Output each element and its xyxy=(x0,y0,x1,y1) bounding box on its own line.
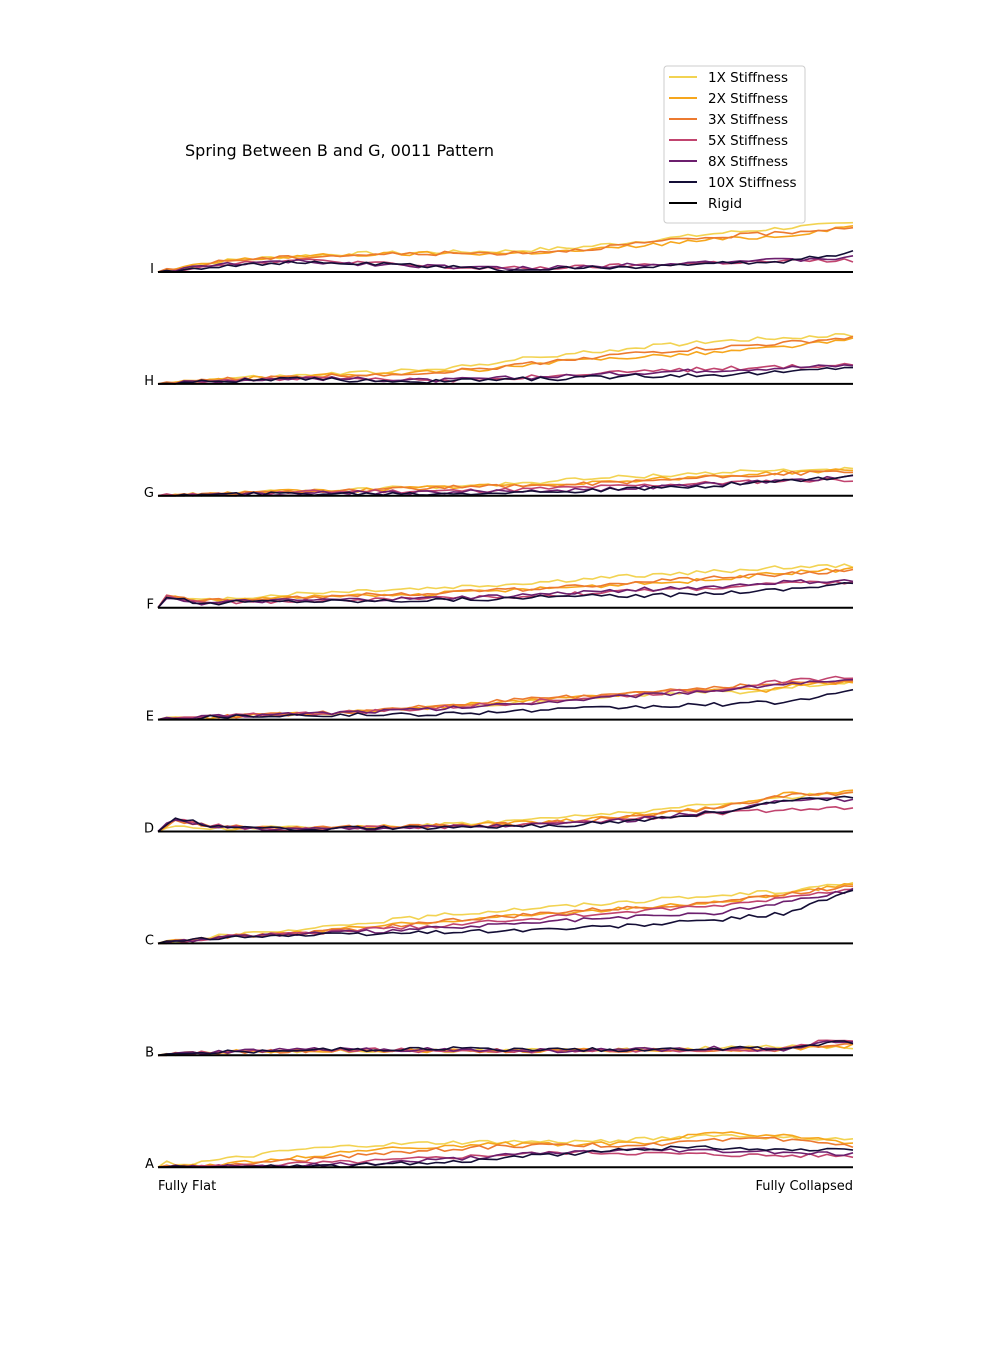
series-line-2x-stiffness-row-F xyxy=(157,566,854,609)
legend-box xyxy=(663,65,806,224)
legend-label-10x-stiffness: 10X Stiffness xyxy=(708,175,797,191)
series-line-8x-stiffness-row-E xyxy=(157,678,854,721)
series-line-10x-stiffness-row-B xyxy=(157,1040,854,1057)
series-line-10x-stiffness-row-G xyxy=(158,474,854,497)
legend-label-2x-stiffness: 2X Stiffness xyxy=(708,91,788,107)
x-start-label: Fully Flat xyxy=(158,1179,216,1194)
legend-label-1x-stiffness: 1X Stiffness xyxy=(708,70,788,86)
series-line-1x-stiffness-row-C xyxy=(157,881,854,945)
row-label-B: B xyxy=(145,1045,154,1060)
row-D: D xyxy=(144,789,854,837)
legend: 1X Stiffness 2X Stiffness 3X Stiffness 5X S… xyxy=(663,65,806,224)
row-A: A xyxy=(145,1131,854,1172)
row-label-G: G xyxy=(144,486,154,501)
row-G: G xyxy=(144,466,854,501)
row-label-F: F xyxy=(147,598,154,613)
series-line-10x-stiffness-row-C xyxy=(157,889,854,945)
x-end-label: Fully Collapsed xyxy=(755,1179,853,1194)
row-label-E: E xyxy=(146,710,154,725)
series-line-10x-stiffness-row-H xyxy=(157,366,853,385)
row-B: B xyxy=(145,1039,854,1060)
legend-label-rigid: Rigid xyxy=(708,196,742,212)
series-line-3x-stiffness-row-I xyxy=(157,226,854,273)
plot-rows: I H G F E D C B A xyxy=(144,221,854,1172)
series-line-3x-stiffness-row-E xyxy=(157,679,854,721)
series-line-2x-stiffness-row-A xyxy=(157,1131,854,1168)
series-line-10x-stiffness-row-D xyxy=(157,795,854,833)
row-E: E xyxy=(146,675,854,725)
series-line-8x-stiffness-row-I xyxy=(157,255,854,273)
series-line-10x-stiffness-row-A xyxy=(157,1145,854,1168)
legend-label-5x-stiffness: 5X Stiffness xyxy=(708,133,788,149)
row-label-I: I xyxy=(150,262,154,277)
series-line-10x-stiffness-row-F xyxy=(157,581,854,609)
series-line-3x-stiffness-row-H xyxy=(157,335,854,385)
row-C: C xyxy=(145,881,854,948)
series-line-10x-stiffness-row-E xyxy=(158,688,854,721)
row-H: H xyxy=(144,332,854,389)
legend-label-8x-stiffness: 8X Stiffness xyxy=(708,154,788,170)
legend-label-3x-stiffness: 3X Stiffness xyxy=(708,112,788,128)
row-I: I xyxy=(150,221,854,277)
chart-title: Spring Between B and G, 0011 Pattern xyxy=(185,141,494,160)
row-F: F xyxy=(147,563,854,613)
row-label-A: A xyxy=(145,1157,154,1172)
series-line-5x-stiffness-row-C xyxy=(157,888,854,945)
row-label-D: D xyxy=(144,822,154,837)
row-label-H: H xyxy=(144,374,154,389)
series-line-1x-stiffness-row-F xyxy=(157,563,854,609)
series-line-3x-stiffness-row-A xyxy=(157,1136,854,1168)
row-label-C: C xyxy=(145,933,154,948)
